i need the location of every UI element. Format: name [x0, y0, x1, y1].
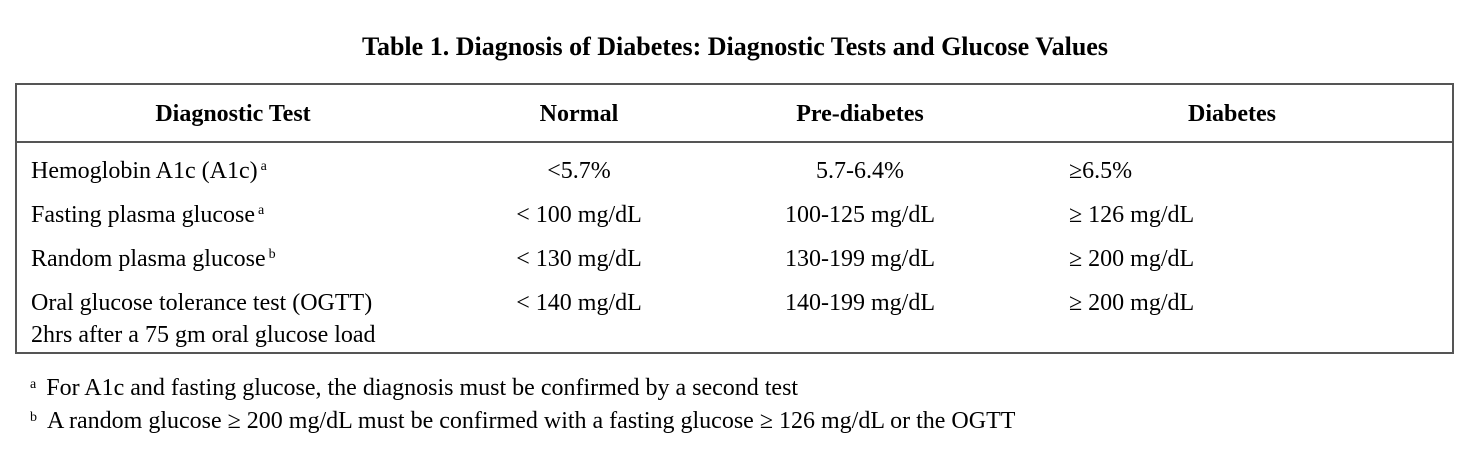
footnotes: a For A1c and fasting glucose, the diagno… [30, 372, 1015, 438]
footnote-b: b A random glucose ≥ 200 mg/dL must be co… [30, 405, 1015, 438]
normal-value: <5.7% [547, 158, 611, 184]
prediabetes-value: 100-125 mg/dL [785, 202, 935, 228]
row-test-name: Fasting plasma glucose a [31, 200, 264, 230]
table-title: Table 1. Diagnosis of Diabetes: Diagnost… [362, 32, 1108, 61]
footnote-a: a For A1c and fasting glucose, the diagno… [30, 372, 1015, 405]
test-label: Random plasma glucose [31, 246, 266, 272]
diabetes-value: ≥ 126 mg/dL [1069, 202, 1195, 228]
header-prediabetes: Pre-diabetes [796, 101, 924, 127]
footnote-b-marker: b [30, 410, 37, 425]
row-test-detail: 2hrs after a 75 gm oral glucose load [31, 322, 376, 348]
normal-value: < 130 mg/dL [516, 246, 642, 272]
normal-value: < 100 mg/dL [516, 202, 642, 228]
header-divider [17, 141, 1452, 143]
diagnosis-table: Diagnostic Test Normal Pre-diabetes Diab… [15, 83, 1454, 354]
diabetes-value: ≥ 200 mg/dL [1069, 290, 1195, 316]
prediabetes-value: 140-199 mg/dL [785, 290, 935, 316]
row-test-name: Hemoglobin A1c (A1c) a [31, 156, 267, 186]
header-normal: Normal [539, 101, 619, 127]
footnote-marker: b [268, 247, 276, 262]
row-test-name: Random plasma glucose b [31, 244, 276, 274]
diabetes-value: ≥6.5% [1069, 158, 1133, 184]
header-diabetes: Diabetes [1188, 101, 1276, 127]
prediabetes-value: 5.7-6.4% [816, 158, 904, 184]
diabetes-value: ≥ 200 mg/dL [1069, 246, 1195, 272]
row-test-name: Oral glucose tolerance test (OGTT) [31, 290, 373, 316]
normal-value: < 140 mg/dL [516, 290, 642, 316]
footnote-marker: a [257, 203, 265, 218]
test-label: Fasting plasma glucose [31, 202, 255, 228]
footnote-b-text: A random glucose ≥ 200 mg/dL must be con… [47, 408, 1016, 434]
footnote-a-text: For A1c and fasting glucose, the diagnos… [46, 375, 799, 401]
table-row-ogtt: Oral glucose tolerance test (OGTT) 2hrs … [17, 288, 1452, 352]
footnote-marker: a [260, 159, 267, 174]
footnote-a-marker: a [30, 377, 37, 392]
header-diagnostic-test: Diagnostic Test [155, 101, 311, 127]
test-label: Hemoglobin A1c (A1c) [31, 158, 258, 184]
prediabetes-value: 130-199 mg/dL [785, 246, 935, 272]
